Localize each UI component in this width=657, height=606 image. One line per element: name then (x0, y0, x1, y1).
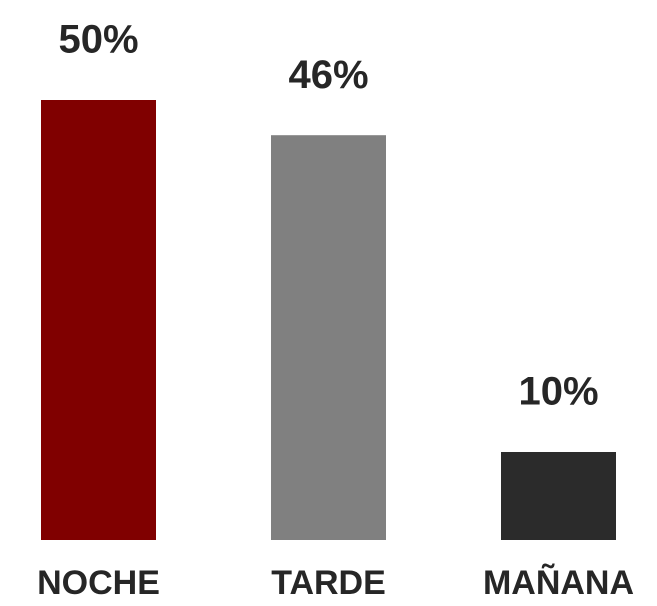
bar (41, 100, 156, 540)
bar (501, 452, 616, 540)
value-label: 46% (288, 53, 368, 97)
value-label: 50% (58, 18, 138, 62)
bar (271, 135, 386, 540)
category-label: MAÑANA (483, 564, 634, 601)
category-label: TARDE (271, 564, 386, 601)
category-label: NOCHE (37, 564, 160, 601)
value-label: 10% (518, 370, 598, 414)
